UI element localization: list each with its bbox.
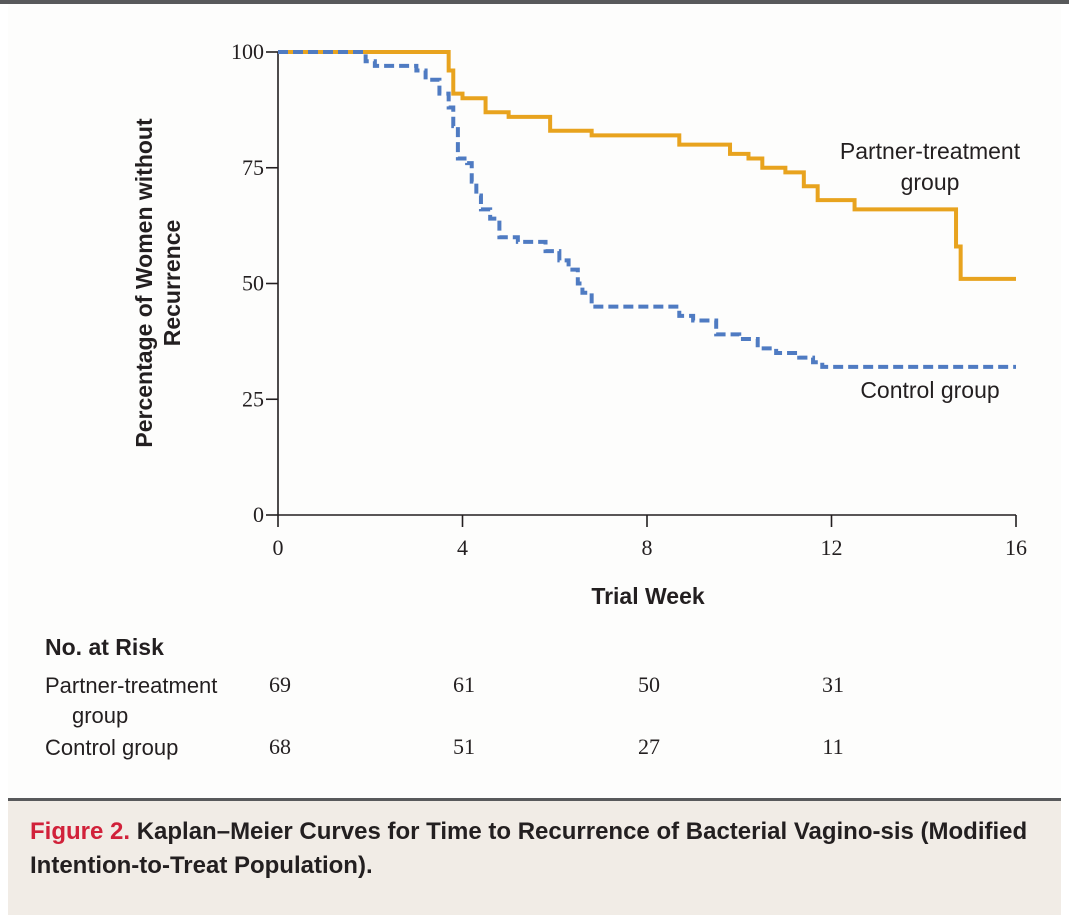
figure-label: Figure 2. <box>30 818 131 845</box>
plot-panel <box>8 4 1061 800</box>
y-tick-label: 50 <box>242 271 264 296</box>
x-tick-label: 16 <box>1005 535 1027 560</box>
x-tick-label: 4 <box>457 535 468 560</box>
x-tick-label: 8 <box>642 535 653 560</box>
y-tick-label: 100 <box>231 39 264 64</box>
y-tick-label: 0 <box>253 502 264 527</box>
risk-row-label-partner-line-2: group <box>72 703 129 728</box>
control-curve <box>278 50 1016 369</box>
risk-value: 61 <box>453 672 475 697</box>
risk-table: No. at Risk Partner-treatment group Cont… <box>0 630 1069 780</box>
series-labels: Partner-treatment group Control group <box>840 138 1021 403</box>
x-axis-label: Trial Week <box>591 583 705 609</box>
caption-rule <box>8 798 1061 801</box>
partner-treatment-curve <box>278 50 1016 281</box>
top-rule <box>0 0 1069 4</box>
caption-panel <box>8 801 1061 915</box>
risk-value: 31 <box>822 672 844 697</box>
x-tick-label: 0 <box>273 535 284 560</box>
y-tick-label: 25 <box>242 386 264 411</box>
series-label-partner-line-1: Partner-treatment <box>840 138 1021 164</box>
survival-curves <box>278 50 1016 369</box>
figure-caption: Figure 2. Kaplan–Meier Curves for Time t… <box>30 815 1040 883</box>
risk-row-label-partner-line-1: Partner-treatment <box>45 673 218 698</box>
kaplan-meier-chart: Percentage of Women without Recurrence 0… <box>131 39 1027 609</box>
y-axis-label: Percentage of Women without Recurrence <box>131 118 185 448</box>
y-tick-label: 75 <box>242 155 264 180</box>
series-label-partner-line-2: group <box>901 169 960 195</box>
risk-value: 27 <box>638 734 660 759</box>
risk-value: 11 <box>822 734 844 759</box>
risk-row-label-control: Control group <box>45 735 179 760</box>
axes <box>266 51 1017 527</box>
y-axis-label-line-1: Percentage of Women without <box>131 118 157 448</box>
risk-value: 69 <box>269 672 291 697</box>
y-axis-label-line-2: Recurrence <box>159 220 185 347</box>
tick-labels: 0 25 50 75 100 0 4 8 12 16 <box>231 39 1027 560</box>
series-label-control: Control group <box>860 377 999 403</box>
x-tick-label: 12 <box>821 535 843 560</box>
risk-value: 51 <box>453 734 475 759</box>
risk-table-title: No. at Risk <box>45 634 164 660</box>
figure-caption-text: Kaplan–Meier Curves for Time to Recurren… <box>30 818 1028 879</box>
risk-value: 50 <box>638 672 660 697</box>
risk-value: 68 <box>269 734 291 759</box>
